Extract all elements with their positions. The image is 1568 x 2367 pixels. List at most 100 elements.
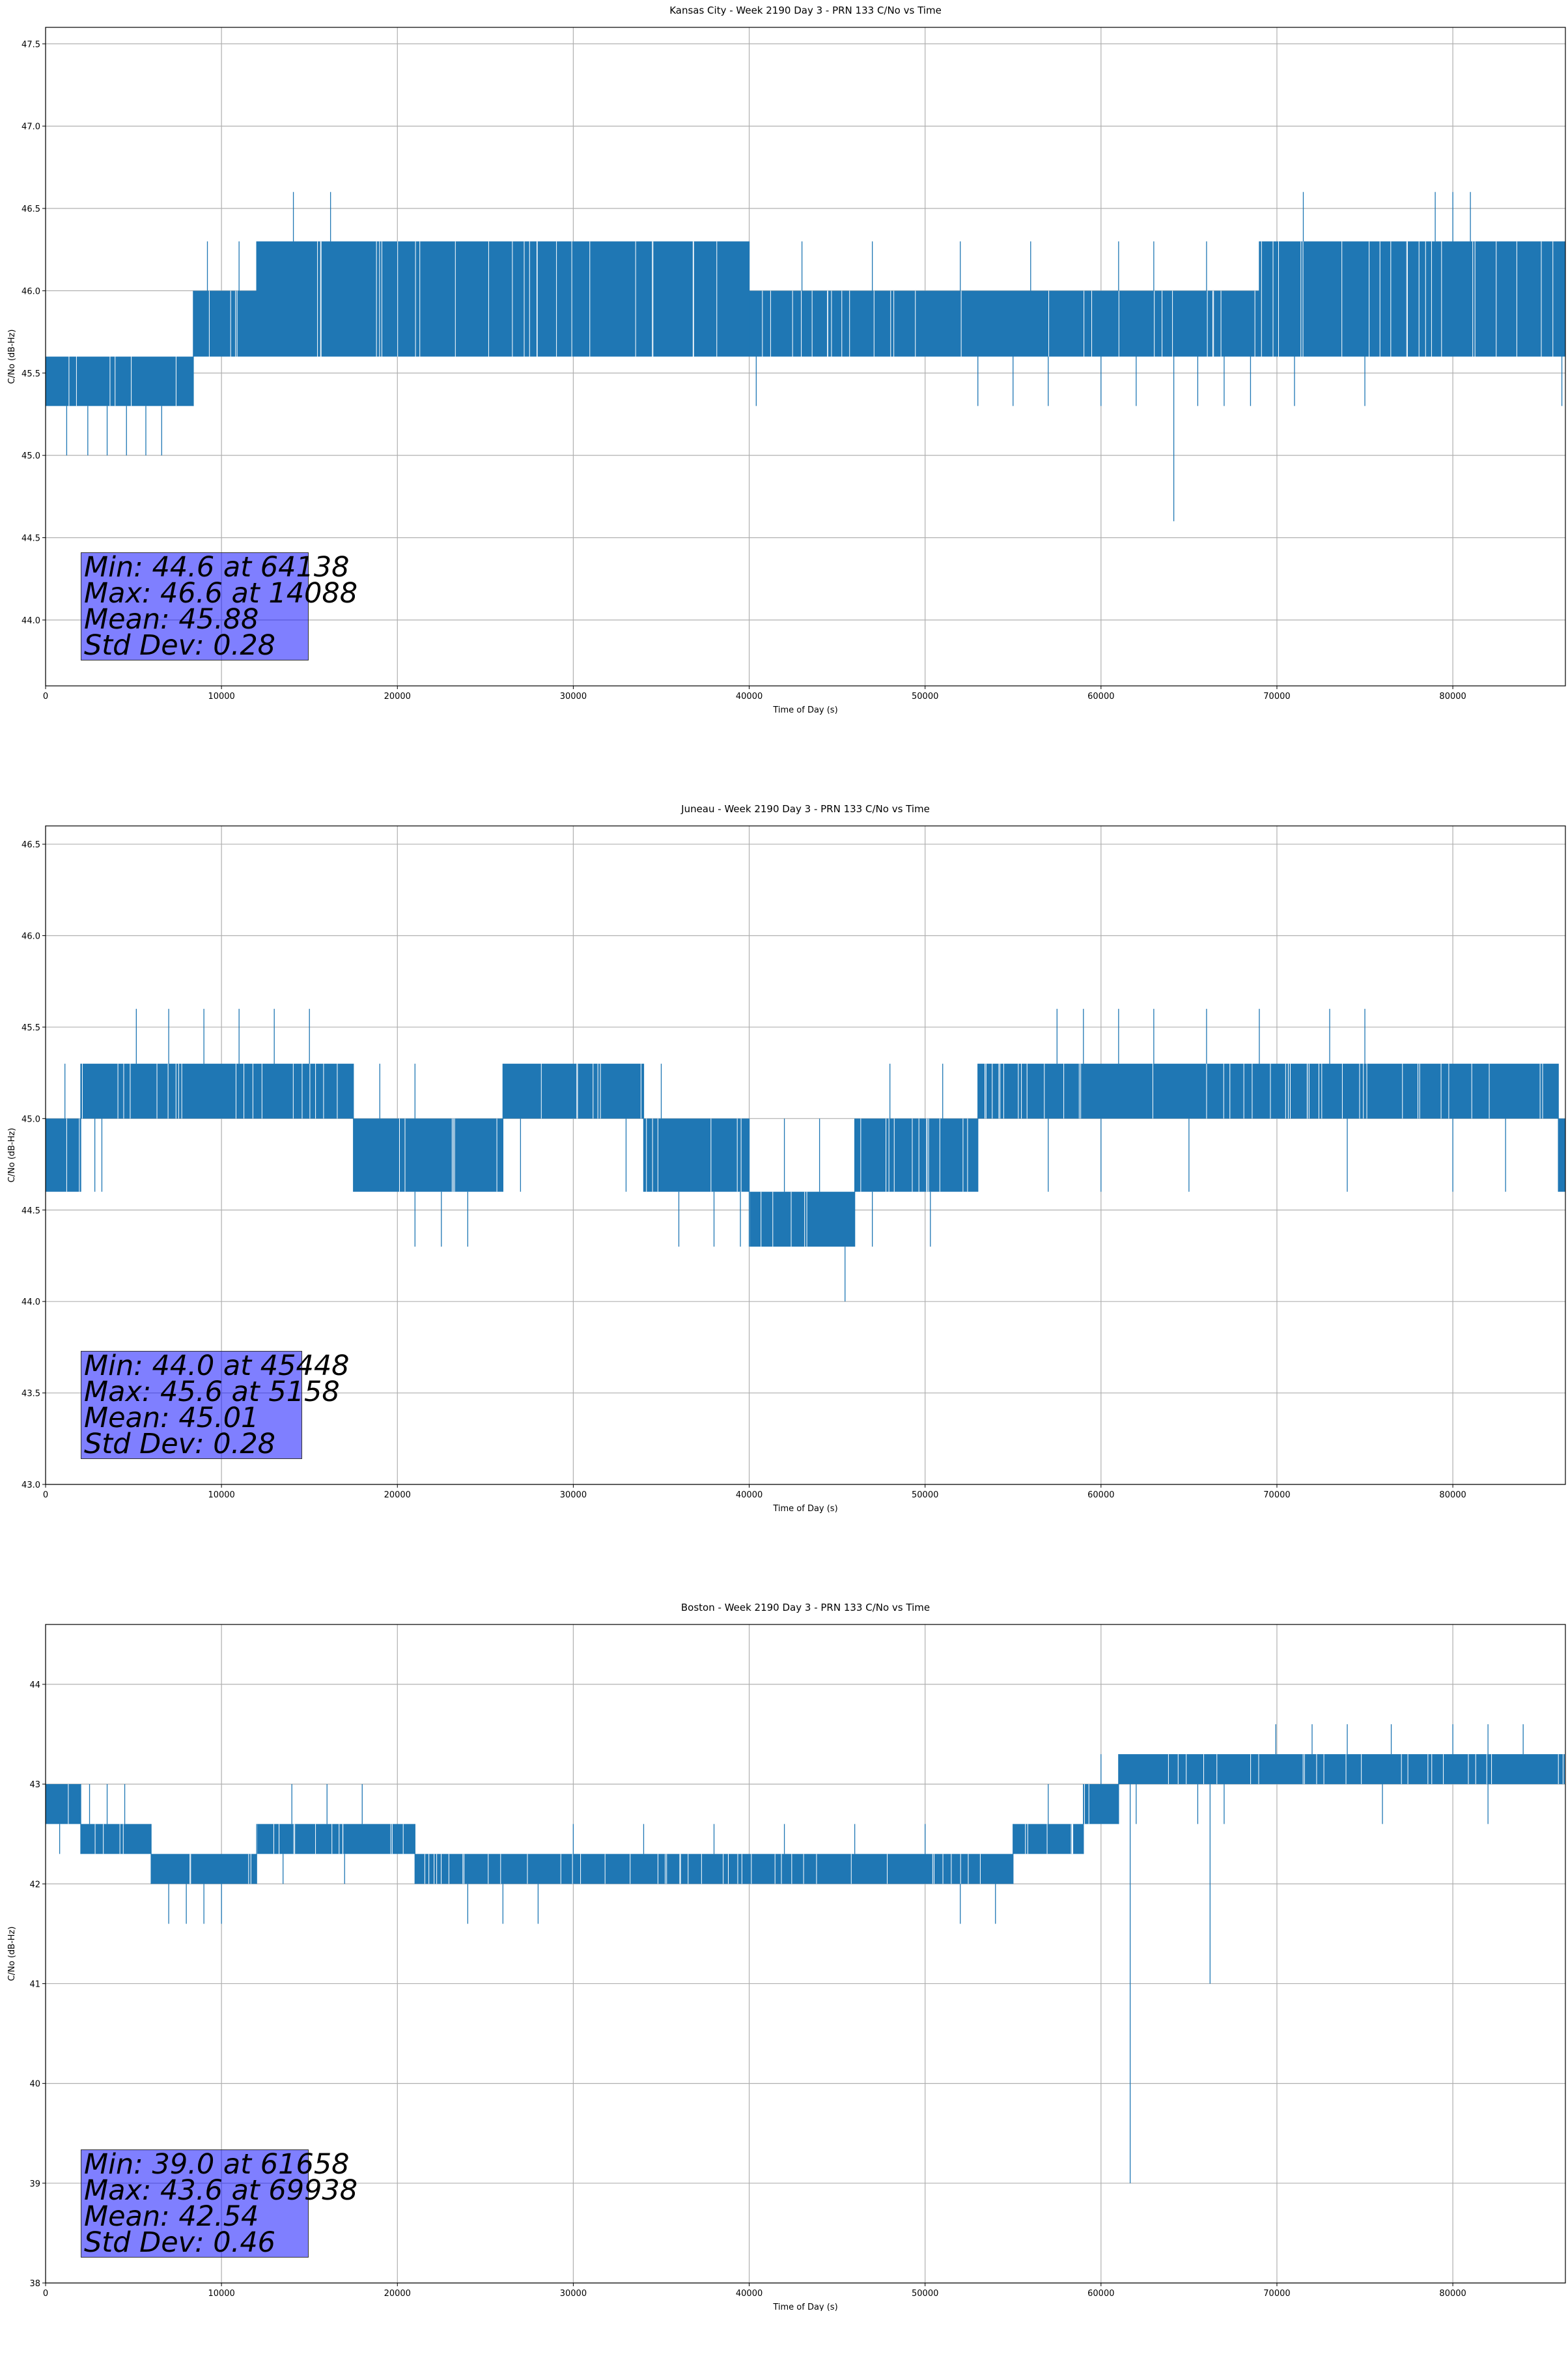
chart-title: Juneau - Week 2190 Day 3 - PRN 133 C/No …: [680, 803, 930, 815]
y-tick-label: 44.5: [21, 1206, 40, 1216]
data-band: [151, 1854, 257, 1884]
data-band: [46, 1784, 81, 1824]
y-tick-label: 47.5: [21, 40, 40, 50]
x-tick-label: 70000: [1263, 1490, 1290, 1500]
data-band: [503, 1064, 644, 1119]
data-band: [415, 1854, 1013, 1884]
chart-svg-juneau: Juneau - Week 2190 Day 3 - PRN 133 C/No …: [7, 803, 1566, 1514]
chart-panel-juneau: Juneau - Week 2190 Day 3 - PRN 133 C/No …: [0, 799, 1568, 1568]
y-tick-label: 38: [29, 2279, 40, 2289]
y-tick-label: 39: [29, 2179, 40, 2189]
x-axis-label: Time of Day (s): [772, 1504, 837, 1514]
x-tick-label: 50000: [912, 692, 938, 702]
stat-max: Max: 43.6 at 69938: [84, 2174, 358, 2207]
data-band: [643, 1118, 749, 1192]
y-tick-label: 44: [29, 1680, 40, 1690]
data-band: [749, 291, 1259, 357]
stats-box: Min: 39.0 at 61658 Max: 43.6 at 69938 Me…: [81, 2148, 358, 2259]
y-tick-label: 45.0: [21, 451, 40, 461]
y-tick-label: 42: [29, 1880, 40, 1890]
data-band: [1083, 1784, 1119, 1824]
data-band: [353, 1118, 503, 1192]
x-axis-label: Time of Day (s): [772, 2303, 837, 2311]
y-tick-label: 44.0: [21, 1297, 40, 1307]
y-axis-label: C/No (dB-Hz): [7, 330, 17, 384]
x-tick-label: 20000: [384, 1490, 411, 1500]
data-band: [46, 356, 193, 406]
x-tick-label: 10000: [208, 2289, 234, 2299]
chart-svg-kansas-city: Kansas City - Week 2190 Day 3 - PRN 133 …: [7, 5, 1566, 715]
chart-panel-boston: Boston - Week 2190 Day 3 - PRN 133 C/No …: [0, 1597, 1568, 2367]
y-tick-label: 43.0: [21, 1481, 40, 1490]
data-band: [1558, 1118, 1565, 1192]
data-series: [64, 1008, 1559, 1302]
chart-panel-kansas-city: Kansas City - Week 2190 Day 3 - PRN 133 …: [0, 0, 1568, 770]
y-tick-label: 43.5: [21, 1389, 40, 1399]
x-tick-label: 0: [43, 692, 48, 702]
data-band: [1118, 1754, 1565, 1785]
data-band: [257, 1824, 415, 1854]
data-band: [854, 1118, 978, 1192]
x-tick-label: 40000: [736, 692, 763, 702]
x-tick-label: 60000: [1087, 692, 1114, 702]
x-tick-label: 70000: [1263, 2289, 1290, 2299]
y-tick-label: 44.0: [21, 616, 40, 626]
data-band: [193, 291, 257, 357]
x-tick-label: 40000: [736, 1490, 763, 1500]
x-tick-label: 50000: [912, 2289, 938, 2299]
stats-box: Min: 44.6 at 64138 Max: 46.6 at 14088 Me…: [81, 551, 358, 662]
data-band: [1013, 1824, 1084, 1854]
y-tick-label: 46.5: [21, 205, 40, 214]
stats-box: Min: 44.0 at 45448 Max: 45.6 at 5158 Mea…: [81, 1350, 350, 1459]
x-tick-label: 60000: [1087, 2289, 1114, 2299]
plot-frame: [45, 825, 1566, 1485]
x-tick-label: 80000: [1439, 2289, 1466, 2299]
stat-max: Max: 45.6 at 5158: [84, 1376, 340, 1408]
y-tick-label: 46.0: [21, 287, 40, 296]
plot-frame: [45, 1624, 1566, 2284]
x-tick-label: 80000: [1439, 1490, 1466, 1500]
x-tick-label: 30000: [560, 692, 587, 702]
chart-title: Kansas City - Week 2190 Day 3 - PRN 133 …: [669, 5, 942, 16]
x-tick-label: 80000: [1439, 692, 1466, 702]
stat-std: Std Dev: 0.28: [84, 629, 276, 662]
data-band: [81, 1824, 152, 1854]
stat-max: Max: 46.6 at 14088: [84, 577, 358, 610]
y-tick-label: 43: [29, 1780, 40, 1790]
x-axis-label: Time of Day (s): [772, 705, 837, 715]
y-tick-label: 47.0: [21, 122, 40, 132]
plot-frame: [45, 27, 1566, 687]
stat-min: Min: 44.6 at 64138: [84, 551, 350, 584]
data-band: [977, 1064, 1559, 1119]
x-tick-label: 40000: [736, 2289, 763, 2299]
data-band: [257, 241, 749, 357]
data-band: [46, 1118, 81, 1192]
x-tick-label: 10000: [208, 1490, 234, 1500]
y-axis-label: C/No (dB-Hz): [7, 1128, 17, 1183]
data-series: [59, 1724, 1565, 2183]
y-tick-label: 45.0: [21, 1114, 40, 1124]
chart-svg-boston: Boston - Week 2190 Day 3 - PRN 133 C/No …: [7, 1602, 1566, 2311]
stat-min: Min: 39.0 at 61658: [84, 2148, 350, 2181]
x-tick-label: 10000: [208, 692, 234, 702]
y-axis-label: C/No (dB-Hz): [7, 1927, 17, 1981]
y-tick-label: 40: [29, 2080, 40, 2090]
y-tick-label: 46.0: [21, 932, 40, 942]
stat-mean: Mean: 42.54: [84, 2200, 259, 2233]
stat-min: Min: 44.0 at 45448: [84, 1350, 350, 1382]
data-band: [749, 1191, 855, 1247]
x-tick-label: 30000: [560, 1490, 587, 1500]
x-tick-label: 50000: [912, 1490, 938, 1500]
stat-std: Std Dev: 0.46: [84, 2226, 276, 2259]
data-band: [81, 1064, 354, 1119]
x-tick-label: 70000: [1263, 692, 1290, 702]
y-tick-label: 46.5: [21, 840, 40, 850]
y-tick-label: 41: [29, 1979, 40, 1989]
y-tick-label: 44.5: [21, 534, 40, 544]
y-tick-label: 45.5: [21, 369, 40, 379]
x-tick-label: 60000: [1087, 1490, 1114, 1500]
chart-title: Boston - Week 2190 Day 3 - PRN 133 C/No …: [681, 1602, 930, 1613]
x-tick-label: 0: [43, 1490, 48, 1500]
x-tick-label: 20000: [384, 692, 411, 702]
data-band: [1259, 241, 1565, 357]
